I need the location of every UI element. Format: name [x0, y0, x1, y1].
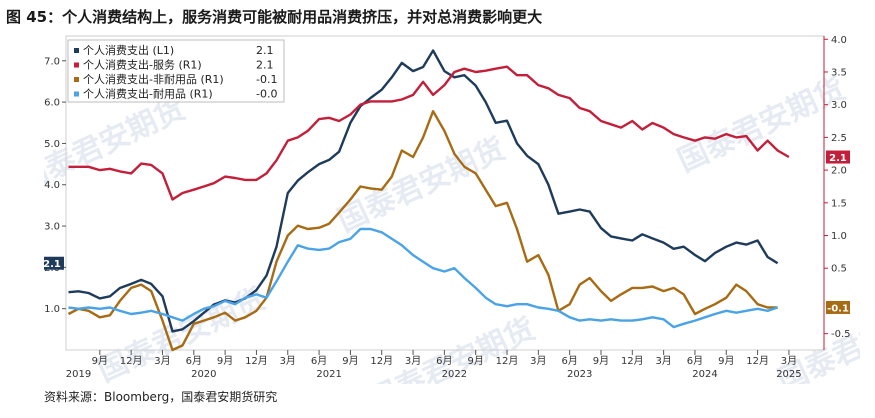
- legend-value-1: 2.1: [256, 44, 274, 57]
- legend-marker-3: [74, 77, 79, 82]
- legend-value-3: -0.1: [256, 73, 277, 86]
- legend-value-4: -0.0: [256, 88, 277, 101]
- x-axis-year-label: 2021: [316, 369, 341, 380]
- right-axis-tick-label: 1.0: [831, 231, 847, 242]
- legend-box: [67, 39, 285, 103]
- x-axis-tick-label: 3月: [781, 355, 797, 367]
- legend-value-2: 2.1: [256, 59, 274, 72]
- x-axis-tick-label: 6月: [186, 355, 202, 367]
- x-axis-tick-label: 12月: [746, 355, 769, 367]
- legend-label-1: 个人消费支出 (L1): [83, 43, 174, 57]
- x-axis-tick-label: 9月: [92, 355, 108, 367]
- right-axis-tick-label: 2.0: [831, 166, 847, 177]
- x-axis-year-label: 2022: [442, 369, 467, 380]
- x-axis-tick-label: 6月: [561, 355, 577, 367]
- page-title: 图 45：个人消费结构上，服务消费可能被耐用品消费挤压，并对总消费影响更大: [6, 8, 543, 26]
- right-axis-tick-label: -0.5: [831, 329, 851, 340]
- end-value-tag-1: [40, 256, 64, 270]
- x-axis-tick-label: 3月: [154, 355, 170, 367]
- x-axis-tick-label: 9月: [593, 355, 609, 367]
- left-axis-tick-label: 5.0: [44, 139, 60, 150]
- left-axis-tick-label: 6.0: [44, 98, 60, 109]
- x-axis-year-label: 2020: [191, 369, 216, 380]
- end-value-label-3: -0.1: [827, 303, 849, 314]
- end-value-label-2: 2.1: [829, 153, 847, 164]
- x-axis-year-label: 2025: [776, 369, 801, 380]
- x-axis-tick-label: 12月: [245, 355, 268, 367]
- x-axis-tick-label: 9月: [718, 355, 734, 367]
- right-axis-tick-label: 1.5: [831, 198, 847, 209]
- x-axis-tick-label: 12月: [370, 355, 393, 367]
- left-axis-tick-label: 4.0: [44, 180, 60, 191]
- x-axis-tick-label: 3月: [530, 355, 546, 367]
- x-axis-tick-label: 9月: [468, 355, 484, 367]
- x-axis-year-label: 2019: [66, 369, 91, 380]
- end-value-tag-3: [826, 300, 850, 314]
- right-axis-tick-label: 3.0: [831, 100, 847, 111]
- series-line-2: [68, 65, 790, 201]
- series-line-1: [68, 49, 779, 333]
- left-axis-tick-label: 7.0: [44, 56, 60, 67]
- left-axis-tick-label: 1.0: [44, 304, 60, 315]
- x-axis-tick-label: 3月: [280, 355, 296, 367]
- legend-marker-4: [74, 91, 79, 97]
- x-axis-tick-label: 9月: [342, 355, 358, 367]
- end-value-tag-2: [826, 150, 850, 164]
- legend-label-2: 个人消费支出-服务 (R1): [83, 58, 202, 72]
- chart-container: 国泰君安期货 国泰君安期货 国泰君安期货 国泰君安期货 国泰君安期货 国泰君安期货 7.0 6…: [13, 32, 875, 418]
- legend-label-4: 个人消费支出-耐用品 (R1): [83, 87, 213, 101]
- right-axis-tick-label: 0.5: [831, 264, 847, 275]
- legend-marker-1: [74, 48, 79, 53]
- x-axis-tick-label: 12月: [496, 355, 519, 367]
- series-line-3: [67, 110, 778, 352]
- right-axis-tick-label: 4.0: [831, 35, 847, 46]
- x-axis-tick-label: 3月: [655, 355, 671, 367]
- right-axis-tick-label: 2.5: [831, 133, 847, 144]
- legend-marker-2: [74, 62, 79, 68]
- x-axis-tick-label: 6月: [311, 355, 327, 367]
- series-line-4: [68, 227, 778, 329]
- legend-label-3: 个人消费支出-非耐用品 (R1): [83, 72, 224, 86]
- source-note: 资料来源：Bloomberg，国泰君安期货研究: [44, 390, 278, 404]
- x-axis-year-label: 2024: [692, 369, 717, 380]
- end-value-label-1: 2.1: [44, 259, 61, 270]
- x-axis-tick-label: 12月: [120, 355, 143, 367]
- x-axis-tick-label: 6月: [687, 355, 703, 367]
- x-axis-tick-label: 3月: [405, 355, 421, 367]
- x-axis-tick-label: 9月: [217, 355, 233, 367]
- left-axis-tick-label: 3.0: [44, 222, 60, 233]
- x-axis-year-label: 2023: [567, 369, 592, 380]
- x-axis-tick-label: 12月: [621, 355, 644, 367]
- right-axis-tick-label: 3.5: [831, 67, 847, 78]
- watermark-text: 国泰君安期货: [93, 281, 271, 384]
- x-axis-tick-label: 6月: [436, 355, 452, 367]
